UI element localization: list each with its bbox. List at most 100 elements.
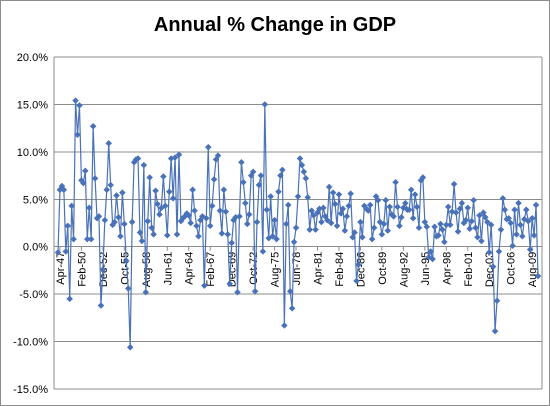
data-point <box>72 97 79 104</box>
data-point <box>517 221 524 229</box>
data-point <box>522 206 530 214</box>
data-point <box>378 231 386 238</box>
y-tick-label: -10.0% <box>13 337 48 349</box>
data-point <box>341 227 349 234</box>
data-point <box>275 188 282 196</box>
y-tick-label: 10.0% <box>17 147 48 159</box>
data-point <box>89 122 97 130</box>
data-point <box>204 143 212 151</box>
data-point <box>364 207 372 215</box>
x-tick-label: Apr-64 <box>184 252 196 285</box>
data-point <box>128 218 136 226</box>
data-point <box>312 226 319 233</box>
data-point <box>331 200 339 208</box>
data-point <box>308 207 316 215</box>
x-tick-label: Apr-98 <box>441 252 453 285</box>
data-point <box>347 190 355 197</box>
data-point <box>122 257 130 265</box>
data-point <box>470 196 477 204</box>
data-point <box>507 219 515 227</box>
data-point <box>282 220 290 228</box>
data-point <box>99 266 107 273</box>
data-point <box>76 102 83 109</box>
data-point <box>444 203 452 211</box>
data-point <box>236 213 243 220</box>
data-point <box>105 139 113 147</box>
data-point <box>454 228 462 235</box>
data-point <box>173 231 181 238</box>
data-point <box>405 206 413 214</box>
data-point <box>261 101 269 108</box>
data-point <box>466 225 474 233</box>
data-point <box>339 205 347 213</box>
data-point <box>318 218 325 226</box>
y-tick-label: 0.0% <box>23 242 48 254</box>
data-point <box>156 211 163 218</box>
data-point <box>54 249 62 256</box>
data-point <box>355 261 362 269</box>
data-point <box>228 239 236 247</box>
data-point <box>349 233 356 241</box>
data-point <box>320 204 327 212</box>
data-point <box>193 222 200 230</box>
data-point <box>384 227 392 234</box>
data-point <box>497 226 505 233</box>
data-point <box>439 226 446 233</box>
data-point <box>87 235 95 243</box>
data-point <box>462 216 470 224</box>
data-point <box>241 199 249 207</box>
data-point <box>138 237 146 245</box>
data-point <box>437 220 444 228</box>
data-point <box>411 191 419 198</box>
data-point <box>202 214 210 222</box>
data-point <box>401 199 409 207</box>
data-point <box>489 263 497 270</box>
data-point <box>113 192 120 199</box>
data-point <box>91 175 99 182</box>
y-tick-label: 5.0% <box>23 194 48 206</box>
x-tick-label: Aug-92 <box>398 252 410 287</box>
data-point <box>398 213 405 221</box>
data-point <box>343 213 351 220</box>
data-point <box>126 343 134 351</box>
data-point <box>450 180 458 188</box>
data-point <box>530 231 538 239</box>
data-point <box>419 174 427 181</box>
data-point <box>107 181 115 189</box>
data-point <box>148 224 156 232</box>
data-point <box>267 193 275 200</box>
data-point <box>333 222 341 230</box>
data-point <box>220 186 228 194</box>
data-point <box>224 231 232 238</box>
data-point <box>279 166 286 174</box>
data-point <box>435 231 442 239</box>
data-point <box>210 176 218 183</box>
data-point <box>216 207 224 215</box>
data-point <box>407 186 415 194</box>
data-point <box>277 172 284 179</box>
data-point <box>509 242 516 250</box>
data-point <box>310 212 317 219</box>
data-point <box>251 287 259 295</box>
data-point <box>513 231 520 238</box>
x-tick-label: Feb-50 <box>76 252 88 287</box>
data-point <box>187 219 195 227</box>
data-point <box>269 232 276 240</box>
data-point <box>115 213 122 221</box>
data-point <box>62 248 70 255</box>
data-point <box>302 175 310 182</box>
data-point <box>271 216 278 224</box>
data-point <box>154 200 161 208</box>
data-point <box>380 220 388 228</box>
data-point <box>70 235 77 243</box>
data-point <box>234 288 241 296</box>
y-tick-label: 15.0% <box>17 99 48 111</box>
data-point <box>323 216 331 224</box>
x-tick-label: Feb-01 <box>463 252 475 287</box>
data-point <box>163 231 171 239</box>
data-point <box>386 203 394 211</box>
data-point <box>80 179 87 187</box>
data-point <box>255 181 263 189</box>
data-point <box>120 220 128 228</box>
data-point <box>374 196 382 204</box>
